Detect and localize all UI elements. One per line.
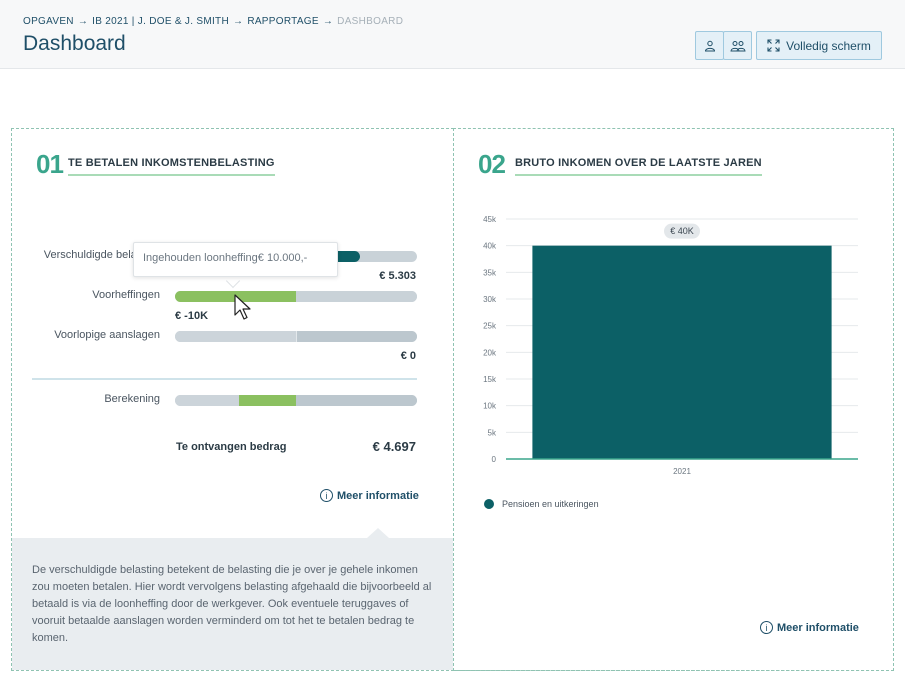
group-persons-button[interactable]: [723, 31, 752, 60]
panel-divider: [11, 670, 894, 671]
row-value-voorheffingen: € -10K: [175, 310, 209, 322]
bar-fill: [239, 395, 296, 406]
more-info-label: Meer informatie: [337, 489, 419, 502]
y-tick-label: 25k: [483, 322, 497, 331]
row-value-verschuldigde: € 5.303: [379, 270, 416, 282]
legend-swatch: [484, 499, 494, 509]
info-icon: i: [760, 621, 773, 634]
y-tick-label: 5k: [488, 428, 497, 437]
data-label-badge: [664, 223, 700, 239]
expand-icon: [767, 39, 780, 52]
bar-berekening[interactable]: [175, 395, 417, 406]
row-label-berekening: Berekening: [104, 393, 160, 405]
bar-left: [175, 331, 296, 342]
breadcrumb-item-current: DASHBOARD: [337, 16, 404, 27]
bar-tooltip: Ingehouden loonheffing€ 10.000,-: [133, 242, 338, 277]
y-tick-label: 35k: [483, 268, 497, 277]
row-label-voorlopige: Voorlopige aanslagen: [54, 329, 160, 341]
more-info-link-2[interactable]: i Meer informatie: [760, 621, 859, 634]
section-number: 02: [478, 149, 506, 179]
breadcrumb: OPGAVEN → IB 2021 | J. DOE & J. SMITH → RAPP…: [23, 16, 403, 27]
y-tick-label: 15k: [483, 375, 497, 384]
legend-label: Pensioen en uitkeringen: [502, 499, 599, 509]
info-box-notch: [367, 528, 389, 538]
section-title: TE BETALEN INKOMSTENBELASTING: [68, 157, 275, 176]
row-value-voorlopige: € 0: [400, 350, 416, 362]
y-tick-label: 30k: [483, 295, 497, 304]
page-title: Dashboard: [23, 32, 126, 55]
single-person-button[interactable]: [695, 31, 724, 60]
y-tick-label: 10k: [483, 402, 497, 411]
bar-voorheffingen[interactable]: [175, 291, 417, 302]
fullscreen-button[interactable]: Volledig scherm: [756, 31, 882, 60]
bar-right: [296, 395, 417, 406]
bar: [532, 245, 832, 459]
info-explanation-box: De verschuldigde belasting betekent de b…: [12, 538, 453, 670]
tooltip-value: € 10.000,-: [257, 252, 308, 264]
breadcrumb-separator: →: [77, 16, 89, 27]
y-tick-label: 0: [492, 455, 497, 464]
breadcrumb-separator: →: [322, 16, 334, 27]
page-header: OPGAVEN → IB 2021 | J. DOE & J. SMITH → RAPP…: [0, 0, 905, 69]
bar-left: [175, 395, 239, 406]
fullscreen-label: Volledig scherm: [786, 38, 871, 53]
total-label: Te ontvangen bedrag: [176, 441, 287, 453]
x-tick-label: 2021: [673, 467, 691, 476]
info-icon: i: [320, 489, 333, 502]
y-tick-label: 40k: [483, 242, 497, 251]
row-label-verschuldigde: Verschuldigde belasting: [43, 249, 160, 261]
tooltip-label: Ingehouden loonheffing: [143, 252, 258, 264]
section-divider: [32, 378, 417, 380]
people-icon: [729, 40, 746, 51]
y-tick-label: 45k: [483, 215, 497, 224]
total-value: € 4.697: [372, 439, 416, 454]
breadcrumb-item-opgaven[interactable]: OPGAVEN: [23, 16, 74, 27]
section-title: BRUTO INKOMEN OVER DE LAATSTE JAREN: [515, 157, 762, 176]
breadcrumb-item-rapportage[interactable]: RAPPORTAGE: [247, 16, 319, 27]
breadcrumb-item-ib2021[interactable]: IB 2021 | J. DOE & J. SMITH: [92, 16, 229, 27]
more-info-link-1[interactable]: i Meer informatie: [320, 489, 419, 502]
bar-rest: [296, 291, 417, 302]
section-number: 01: [36, 149, 64, 179]
bar-voorlopige[interactable]: [175, 331, 417, 342]
more-info-label: Meer informatie: [777, 621, 859, 634]
data-label: € 40K: [670, 226, 694, 236]
breadcrumb-separator: →: [233, 16, 244, 27]
row-label-voorheffingen: Voorheffingen: [92, 289, 160, 301]
y-tick-label: 20k: [483, 348, 497, 357]
chart-legend: Pensioen en uitkeringen: [484, 499, 599, 509]
mouse-cursor-icon: [234, 294, 251, 320]
bar-right: [296, 331, 417, 342]
income-bar-chart: 0 5k 10k 15k 20k 25k 30k 35k 40k 45k € 40K 2021: [483, 215, 858, 476]
person-icon: [704, 40, 715, 51]
